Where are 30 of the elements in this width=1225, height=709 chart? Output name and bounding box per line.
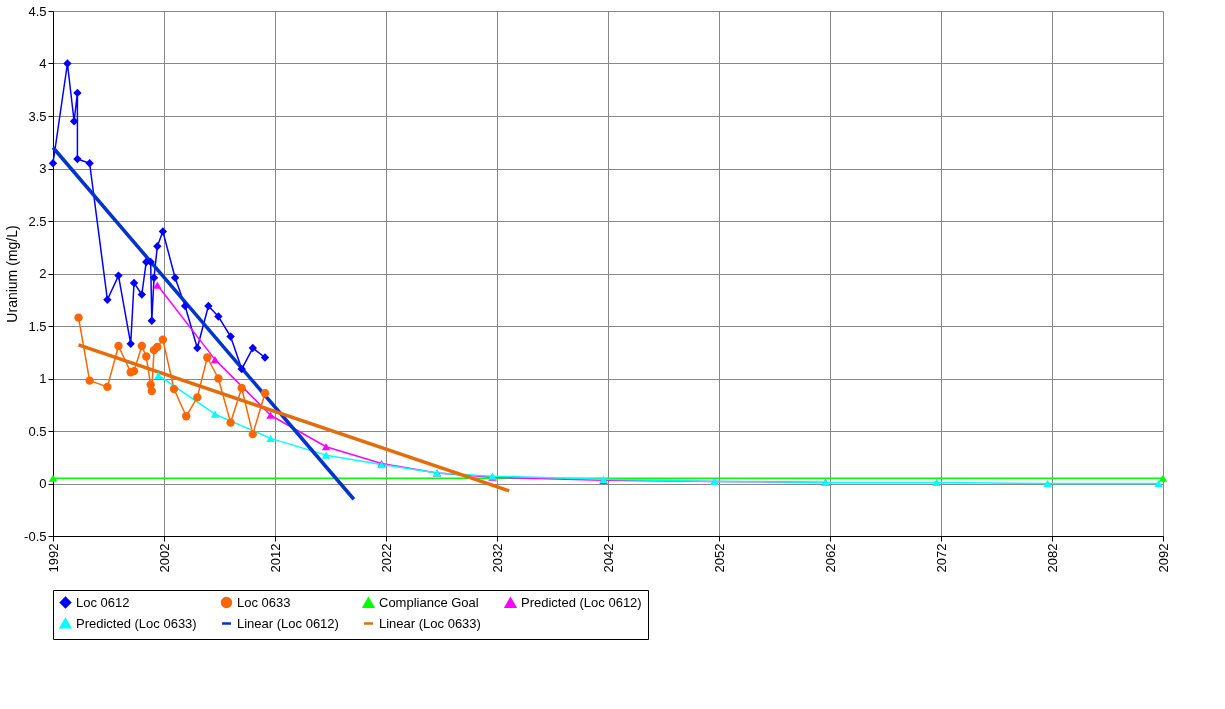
legend-label: Predicted (Loc 0633) (76, 615, 197, 631)
y-tick-label: 1.5 (28, 318, 47, 334)
x-tick-label: 2092 (1155, 543, 1171, 573)
x-tick-label: 2072 (933, 543, 949, 573)
legend-label: Linear (Loc 0633) (379, 615, 481, 631)
y-tick-label: -0.5 (24, 528, 47, 544)
legend-label: Loc 0612 (76, 594, 130, 610)
x-tick-label: 2032 (489, 543, 505, 573)
x-tick-label: 2082 (1044, 543, 1060, 573)
x-tick-label: 2052 (711, 543, 727, 573)
x-tick-label: 2042 (600, 543, 616, 573)
y-tick-label: 2.5 (28, 213, 47, 229)
y-tick-label: 3.5 (28, 108, 47, 124)
y-tick-label: 2 (39, 266, 47, 281)
legend-label: Predicted (Loc 0612) (521, 594, 642, 610)
y-tick-label: 3 (39, 161, 47, 176)
x-tick-label: 2012 (267, 543, 283, 573)
y-tick-label: 0.5 (28, 423, 47, 439)
y-tick-label: 4.5 (28, 3, 47, 19)
y-tick-label: 1 (39, 371, 47, 386)
y-tick-label: 0 (39, 476, 47, 491)
legend-label: Loc 0633 (237, 594, 291, 610)
y-tick-label: 4 (39, 56, 47, 71)
x-tick-label: 2002 (156, 543, 172, 573)
x-tick-label: 2022 (378, 543, 394, 573)
legend-label: Linear (Loc 0612) (237, 615, 339, 631)
y-axis-title: Uranium (mg/L) (4, 225, 21, 323)
x-tick-label: 1992 (45, 543, 61, 573)
x-tick-label: 2062 (822, 543, 838, 573)
legend-label: Compliance Goal (379, 594, 479, 610)
